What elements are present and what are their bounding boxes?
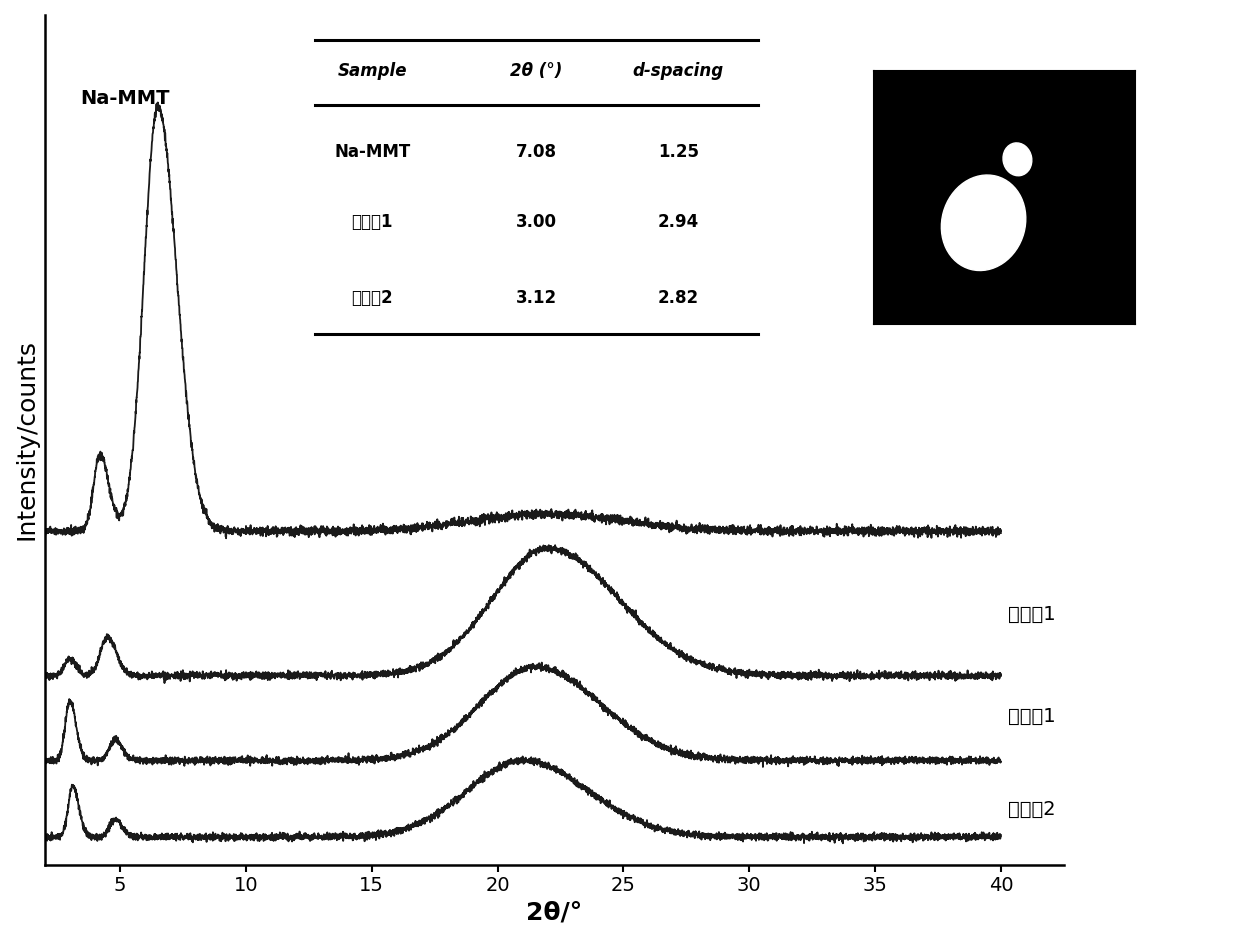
- Text: Na-MMT: Na-MMT: [334, 143, 410, 161]
- Text: Sample: Sample: [337, 62, 407, 80]
- Text: 2θ (°): 2θ (°): [510, 62, 563, 80]
- Ellipse shape: [1003, 143, 1032, 176]
- Y-axis label: Intensity/counts: Intensity/counts: [15, 339, 38, 540]
- Text: 实施例1: 实施例1: [1008, 707, 1056, 726]
- Text: 1.25: 1.25: [657, 143, 698, 161]
- Text: Na-MMT: Na-MMT: [81, 89, 170, 108]
- Text: 2.94: 2.94: [657, 213, 699, 231]
- Text: 3.12: 3.12: [516, 290, 557, 307]
- X-axis label: 2θ/°: 2θ/°: [526, 901, 583, 925]
- Text: 对比例1: 对比例1: [1008, 604, 1056, 623]
- Text: 实施例1: 实施例1: [352, 213, 393, 231]
- Text: 7.08: 7.08: [516, 143, 557, 161]
- Text: 实施例2: 实施例2: [351, 290, 393, 307]
- Ellipse shape: [941, 175, 1025, 271]
- Text: 2.82: 2.82: [657, 290, 699, 307]
- Text: 3.00: 3.00: [516, 213, 557, 231]
- Text: d-spacing: d-spacing: [632, 62, 724, 80]
- Text: 实施例2: 实施例2: [1008, 800, 1056, 819]
